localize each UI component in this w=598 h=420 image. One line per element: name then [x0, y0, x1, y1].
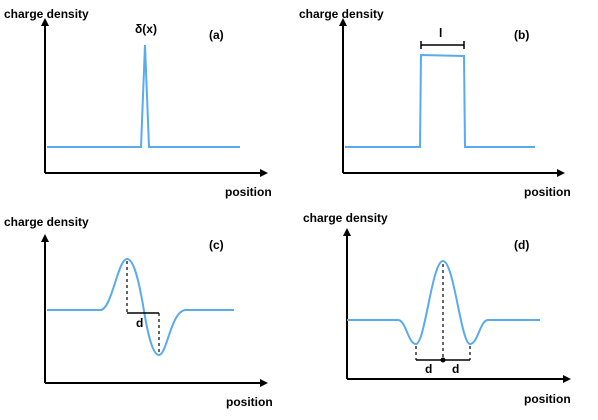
panel-a-label: (a) — [209, 28, 224, 42]
panel-a-xlabel: position — [225, 185, 272, 199]
panel-d: d d charge density position (d) — [303, 211, 571, 406]
panel-c-xlabel: position — [226, 395, 273, 409]
panel-c-label: (c) — [209, 238, 224, 252]
panel-c-ylabel: charge density — [4, 215, 89, 229]
panel-a-delta-curve — [47, 44, 240, 148]
panel-d-xlabel: position — [524, 392, 571, 406]
panel-b-xlabel: position — [524, 185, 571, 199]
panel-b-ylabel: charge density — [299, 7, 384, 21]
panel-b-label: (b) — [514, 28, 529, 42]
panel-a-ylabel: charge density — [4, 7, 89, 21]
panel-d-distance-label-left: d — [425, 362, 432, 376]
panel-d-ylabel: charge density — [303, 211, 388, 225]
panel-a: charge density position (a) δ(x) — [4, 7, 272, 199]
panel-c-distance-label: d — [136, 316, 143, 330]
panel-d-center-dot — [440, 357, 446, 363]
panel-d-label: (d) — [514, 238, 529, 252]
panel-d-quadrupole-curve — [347, 259, 540, 346]
panel-d-distance-label-right: d — [452, 362, 459, 376]
panel-b-width-label: l — [439, 26, 442, 40]
panel-c: d charge density position (c) — [4, 215, 273, 409]
panel-b-box-curve — [345, 53, 535, 148]
panel-a-delta-label: δ(x) — [135, 22, 157, 36]
panel-c-dipole-curve — [47, 257, 234, 357]
panel-b: l charge density position (b) — [299, 7, 571, 199]
